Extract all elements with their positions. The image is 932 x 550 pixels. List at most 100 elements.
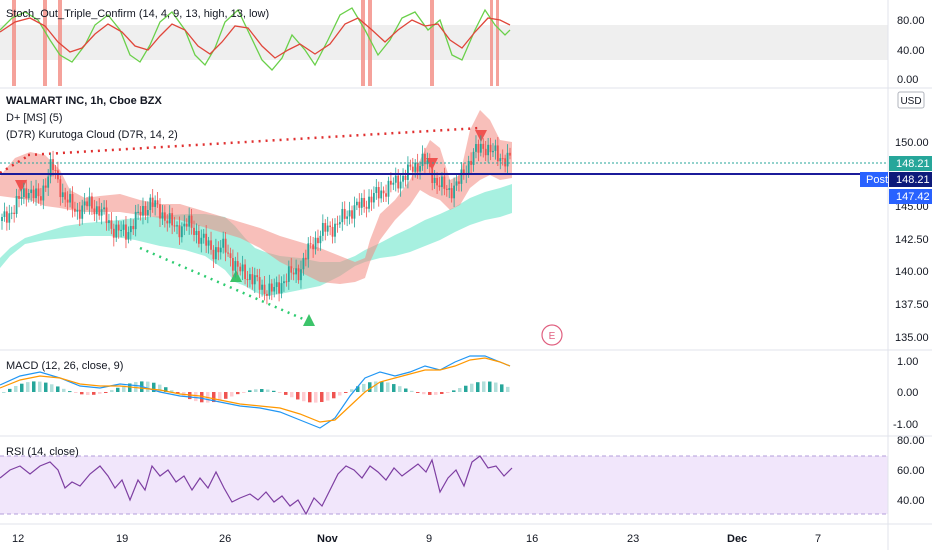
candle-body xyxy=(397,175,400,189)
macd-histogram-bar xyxy=(320,392,324,403)
candle-body xyxy=(212,249,215,260)
candle-body xyxy=(353,205,356,219)
candle-body xyxy=(297,268,300,281)
candle-body xyxy=(241,264,244,272)
cloud-price-badge xyxy=(889,189,932,204)
macd-histogram-bar xyxy=(278,392,282,393)
candle-body xyxy=(83,201,86,206)
candle-body xyxy=(270,283,273,292)
candle-body xyxy=(224,238,227,253)
candle-body xyxy=(450,188,453,199)
macd-histogram-bar xyxy=(416,392,420,393)
earnings-event-icon[interactable] xyxy=(541,324,563,346)
macd-histogram-bar xyxy=(362,383,366,392)
candle-body xyxy=(37,188,40,197)
macd-histogram-bar xyxy=(326,392,330,401)
candle-body xyxy=(49,159,52,177)
candle-body xyxy=(188,215,191,227)
candle-body xyxy=(509,152,511,156)
candle-body xyxy=(472,151,475,165)
candle-body xyxy=(100,209,103,216)
candle-body xyxy=(214,247,217,260)
macd-histogram-bar xyxy=(92,392,96,395)
macd-histogram-bar xyxy=(452,390,456,392)
candle-body xyxy=(482,143,485,149)
candle-body xyxy=(54,169,57,171)
candle-body xyxy=(441,176,443,188)
candle-body xyxy=(171,213,174,226)
macd-histogram-bar xyxy=(374,381,378,392)
candle-body xyxy=(253,275,256,285)
stoch-signal-bar xyxy=(496,0,499,86)
candle-body xyxy=(278,282,280,294)
candle-body xyxy=(377,187,380,199)
candle-body xyxy=(341,208,344,223)
candle-body xyxy=(273,286,276,292)
candle-body xyxy=(5,211,8,223)
candle-body xyxy=(95,206,98,215)
candle-body xyxy=(300,269,302,281)
candle-body xyxy=(234,261,237,271)
macd-histogram-bar xyxy=(200,392,204,403)
candle-body xyxy=(385,193,387,197)
candle-body xyxy=(263,284,266,294)
rsi-tick-label: 40.00 xyxy=(897,495,925,507)
price-tick-label: 142.50 xyxy=(895,234,929,246)
candle-body xyxy=(475,144,477,152)
candle-body xyxy=(312,244,315,250)
macd-histogram-bar xyxy=(356,386,360,392)
macd-tick-label: 0.00 xyxy=(897,387,918,399)
candle-body xyxy=(307,243,310,260)
macd-histogram-bar xyxy=(422,392,426,395)
macd-histogram-bar xyxy=(260,389,264,392)
macd-histogram-bar xyxy=(14,386,18,392)
candle-body xyxy=(407,164,409,180)
macd-histogram-bar xyxy=(476,382,480,392)
candle-body xyxy=(302,257,305,270)
candle-body xyxy=(448,188,451,190)
currency-button[interactable] xyxy=(897,91,925,109)
macd-histogram-bar xyxy=(308,392,312,403)
candle-body xyxy=(251,274,254,285)
candle-body xyxy=(64,192,67,200)
candle-body xyxy=(91,196,93,209)
candle-body xyxy=(295,268,298,275)
candle-body xyxy=(477,144,480,153)
cloud-price-value: 147.42 xyxy=(896,191,930,203)
candle-body xyxy=(424,153,426,165)
candle-body xyxy=(268,283,271,296)
candle-body xyxy=(462,169,465,175)
candle-body xyxy=(173,225,176,227)
macd-histogram-bar xyxy=(284,392,288,395)
candle-body xyxy=(180,226,183,238)
candle-body xyxy=(232,258,234,271)
last-price-value: 148.21 xyxy=(896,158,930,170)
macd-histogram-bar xyxy=(128,383,132,392)
macd-histogram-bar xyxy=(212,392,216,403)
rsi-title: RSI (14, close) xyxy=(6,446,79,458)
candle-body xyxy=(112,228,115,238)
macd-histogram-bar xyxy=(2,392,6,393)
macd-histogram-bar xyxy=(254,389,258,392)
candle-body xyxy=(74,208,76,212)
candle-body xyxy=(42,185,45,201)
candle-body xyxy=(292,272,295,275)
candle-body xyxy=(266,293,268,296)
macd-line xyxy=(0,355,511,429)
candle-body xyxy=(499,158,502,162)
macd-histogram-bar xyxy=(440,392,444,394)
buy-marker xyxy=(303,314,315,326)
candle-body xyxy=(35,188,37,199)
candle-body xyxy=(246,279,249,281)
candle-body xyxy=(122,224,125,230)
post-label: Post xyxy=(866,174,888,186)
macd-histogram-bar xyxy=(464,385,468,392)
candle-body xyxy=(154,200,157,207)
macd-histogram-bar xyxy=(434,392,438,395)
candle-body xyxy=(436,177,438,186)
candle-body xyxy=(71,194,74,209)
candle-body xyxy=(411,166,414,172)
candle-body xyxy=(290,266,293,273)
dplus-indicator-title: D+ [MS] (5) xyxy=(6,112,63,124)
